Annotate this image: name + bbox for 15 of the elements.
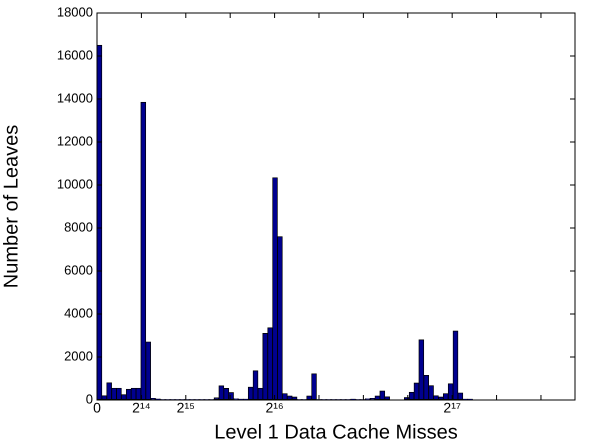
x-axis-title: Level 1 Data Cache Misses (214, 422, 458, 444)
y-tick-label: 2000 (64, 348, 93, 364)
y-tick-label: 14000 (56, 90, 93, 106)
y-tick-label: 16000 (56, 48, 93, 63)
y-tick-label: 18000 (56, 4, 93, 20)
y-axis-title: Number of Leaves (0, 124, 23, 288)
x-tick-label: 2¹⁶ (265, 399, 284, 416)
x-tick-label: 2¹⁵ (176, 399, 195, 416)
y-tick-label: 4000 (64, 306, 93, 321)
y-tick-label: 6000 (64, 262, 93, 278)
x-tick-label: 2¹⁴ (132, 399, 151, 416)
y-tick-label: 8000 (64, 220, 93, 235)
y-tick-label: 10000 (56, 176, 93, 192)
y-tick-label: 12000 (56, 134, 93, 149)
x-tick-label: 2¹⁷ (443, 399, 461, 416)
